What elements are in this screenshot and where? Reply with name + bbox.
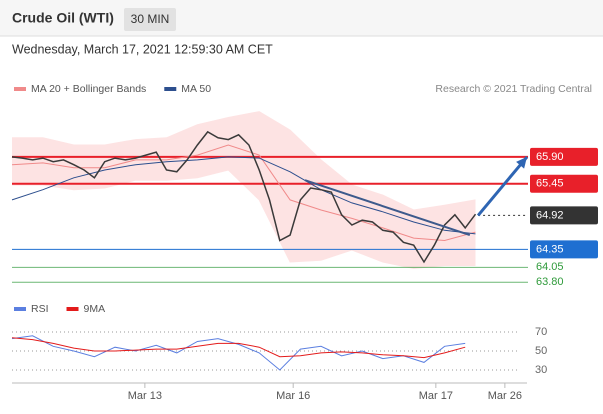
level-label: 63.80: [536, 276, 564, 288]
level-label: 65.45: [536, 178, 564, 190]
subtitle: Wednesday, March 17, 2021 12:59:30 AM CE…: [12, 42, 273, 56]
legend-label: RSI: [31, 303, 49, 315]
y-tick-label: 70: [535, 326, 547, 338]
level-label: 65.90: [536, 151, 564, 163]
x-tick-label: Mar 16: [276, 390, 310, 402]
level-box: [530, 174, 598, 193]
ma-line: [11, 144, 476, 242]
legend-swatch: [66, 307, 79, 311]
level-box: [530, 206, 598, 225]
x-tick-label: Mar 17: [419, 390, 453, 402]
legend-swatch: [14, 307, 26, 311]
bollinger-lower: [12, 169, 476, 270]
level-box: [530, 240, 598, 259]
level-label: 64.35: [536, 243, 564, 255]
x-tick-label: Mar 26: [488, 390, 522, 402]
bollinger-band: [12, 111, 476, 269]
forecast-arrow: [476, 155, 529, 217]
price-line: [11, 130, 477, 264]
level-label: 64.92: [536, 209, 564, 221]
level-label: 64.05: [536, 261, 564, 273]
level-box: [530, 147, 598, 166]
legend-label: 9MA: [84, 303, 106, 315]
rsi-line: [11, 335, 466, 371]
chart-title: Crude Oil (WTI): [12, 10, 114, 26]
legend-label: MA 50: [181, 83, 211, 95]
legend-swatch: [14, 87, 26, 91]
legend-label: MA 20 + Bollinger Bands: [31, 83, 146, 95]
x-tick-label: Mar 13: [128, 390, 162, 402]
timeframe-tag: [124, 8, 176, 31]
rsi-line: [11, 337, 466, 359]
y-tick-label: 50: [535, 345, 547, 357]
timeframe: 30 MIN: [131, 12, 170, 26]
bollinger-upper: [12, 111, 476, 211]
header-bg: [0, 0, 603, 36]
y-tick-label: 30: [535, 364, 547, 376]
trendline: [304, 179, 471, 237]
legend-swatch: [164, 87, 177, 91]
arrow-head: [516, 156, 527, 169]
source: Research © 2021 Trading Central: [435, 83, 592, 95]
